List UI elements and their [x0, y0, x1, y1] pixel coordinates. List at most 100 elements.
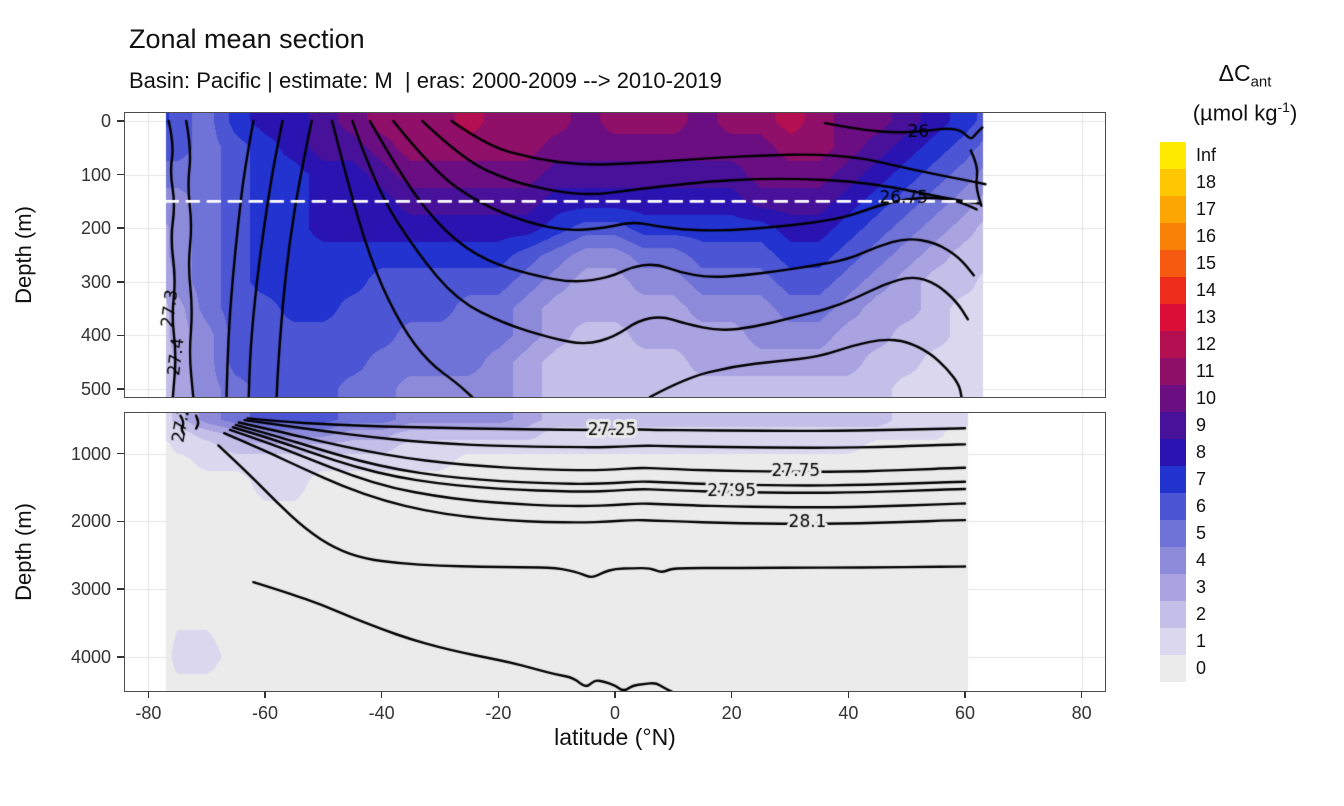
legend-entry: 10 [1160, 384, 1338, 412]
x-tick [964, 691, 966, 698]
y-tick-label: 2000 [70, 511, 111, 532]
legend-swatch [1160, 222, 1186, 250]
legend-label: 6 [1196, 495, 1207, 516]
x-tick-label: 80 [1071, 703, 1092, 723]
y-tick-label: 200 [80, 218, 111, 239]
legend-label: 12 [1196, 333, 1217, 354]
legend-entry: Inf [1160, 141, 1338, 169]
y-tick-label: 400 [80, 325, 111, 346]
legend-swatch [1160, 330, 1186, 358]
y-axis-title-upper: Depth (m) [11, 206, 37, 304]
legend-title: ΔCant [1218, 60, 1272, 91]
legend-label: 16 [1196, 225, 1217, 246]
y-tick [117, 452, 124, 455]
lower-section-canvas [125, 413, 1105, 691]
legend-swatch [1160, 411, 1186, 439]
legend-label: 18 [1196, 171, 1217, 192]
y-tick-label: 100 [80, 164, 111, 185]
legend-swatch [1160, 141, 1186, 169]
legend-entry: 7 [1160, 465, 1338, 493]
y-tick [117, 227, 124, 229]
y-tick [117, 173, 124, 176]
legend-swatch [1160, 195, 1186, 223]
legend-label: 17 [1196, 198, 1217, 219]
x-tick-label: -60 [251, 703, 278, 723]
x-tick-label: 60 [954, 703, 976, 723]
legend-swatch [1160, 168, 1186, 196]
legend-swatch [1160, 438, 1186, 466]
legend-swatch [1160, 384, 1186, 412]
legend-swatch [1160, 492, 1186, 520]
legend-entry: 0 [1160, 654, 1338, 682]
x-tick [847, 691, 850, 698]
x-tick [1080, 691, 1083, 698]
y-tick [117, 334, 124, 337]
legend-label: 9 [1196, 414, 1207, 435]
legend-entry: 9 [1160, 411, 1338, 439]
x-tick [264, 691, 266, 698]
x-tick-label: -40 [368, 703, 395, 723]
y-tick-label: 300 [80, 271, 111, 292]
legend-entry: 5 [1160, 519, 1338, 547]
y-tick [117, 588, 124, 591]
y-tick-label: 1000 [70, 443, 111, 464]
lower-section-panel: 1000 2000 3000 4000 -80 -60 -40 -20 0 20 40 60 80 [71, 412, 1106, 723]
legend-label: Inf [1196, 144, 1217, 165]
legend-swatch [1160, 465, 1186, 493]
legend-entry: 11 [1160, 357, 1338, 385]
x-tick-label: 40 [838, 703, 859, 723]
legend-entry: 8 [1160, 438, 1338, 466]
legend-entry: 3 [1160, 573, 1338, 601]
y-tick [117, 388, 124, 390]
y-tick [117, 280, 124, 283]
y-tick-label: 0 [100, 111, 111, 132]
x-tick [497, 691, 500, 698]
legend-entry: 14 [1160, 276, 1338, 304]
legend-swatch [1160, 303, 1186, 331]
x-tick [730, 691, 733, 698]
legend-label: 3 [1196, 576, 1207, 597]
legend-entry: 4 [1160, 546, 1338, 574]
y-tick [117, 120, 124, 122]
chart-subtitle: Basin: Pacific | estimate: M | eras: 200… [129, 68, 722, 93]
legend-label: 2 [1196, 603, 1207, 624]
legend-entry: 12 [1160, 330, 1338, 358]
legend-swatch [1160, 546, 1186, 574]
colorbar-legend: ΔCant (µmol kg-1) Inf 18 17 16 15 14 13 12 11 10 9… [1152, 60, 1338, 682]
legend-label: 10 [1196, 387, 1217, 408]
x-tick [147, 691, 150, 698]
y-tick [117, 520, 124, 523]
legend-label: 13 [1196, 306, 1217, 327]
legend-swatch [1160, 357, 1186, 385]
legend-label: 11 [1196, 360, 1215, 381]
legend-label: 14 [1196, 279, 1217, 300]
x-tick-label: -20 [485, 703, 512, 723]
legend-entry: 16 [1160, 222, 1338, 250]
legend-label: 4 [1196, 549, 1207, 570]
legend-swatch [1160, 654, 1186, 682]
legend-entry: 18 [1160, 168, 1338, 196]
upper-section-panel: 0 100 200 300 400 500 [81, 111, 1106, 399]
legend-label: 5 [1196, 522, 1207, 543]
chart-title: Zonal mean section [129, 24, 365, 54]
y-tick-label: 4000 [70, 647, 111, 668]
legend-label: 8 [1196, 441, 1207, 462]
x-tick-label: 20 [721, 703, 742, 723]
x-axis-title: latitude (°N) [554, 724, 676, 750]
legend-swatch [1160, 627, 1186, 655]
colorbar: Inf 18 17 16 15 14 13 12 11 10 9 8 7 6 5 4 3 2 1 0 [1160, 141, 1338, 682]
x-tick-label: 0 [609, 703, 620, 723]
legend-entry: 15 [1160, 249, 1338, 277]
legend-label: 7 [1196, 468, 1207, 489]
legend-swatch [1160, 519, 1186, 547]
legend-entry: 2 [1160, 600, 1338, 628]
legend-label: 0 [1196, 657, 1207, 678]
legend-swatch [1160, 573, 1186, 601]
legend-entry: 1 [1160, 627, 1338, 655]
x-tick [380, 691, 383, 698]
x-tick-label: -80 [135, 703, 162, 723]
legend-entry: 6 [1160, 492, 1338, 520]
legend-units: (µmol kg-1) [1192, 98, 1298, 125]
legend-entry: 13 [1160, 303, 1338, 331]
